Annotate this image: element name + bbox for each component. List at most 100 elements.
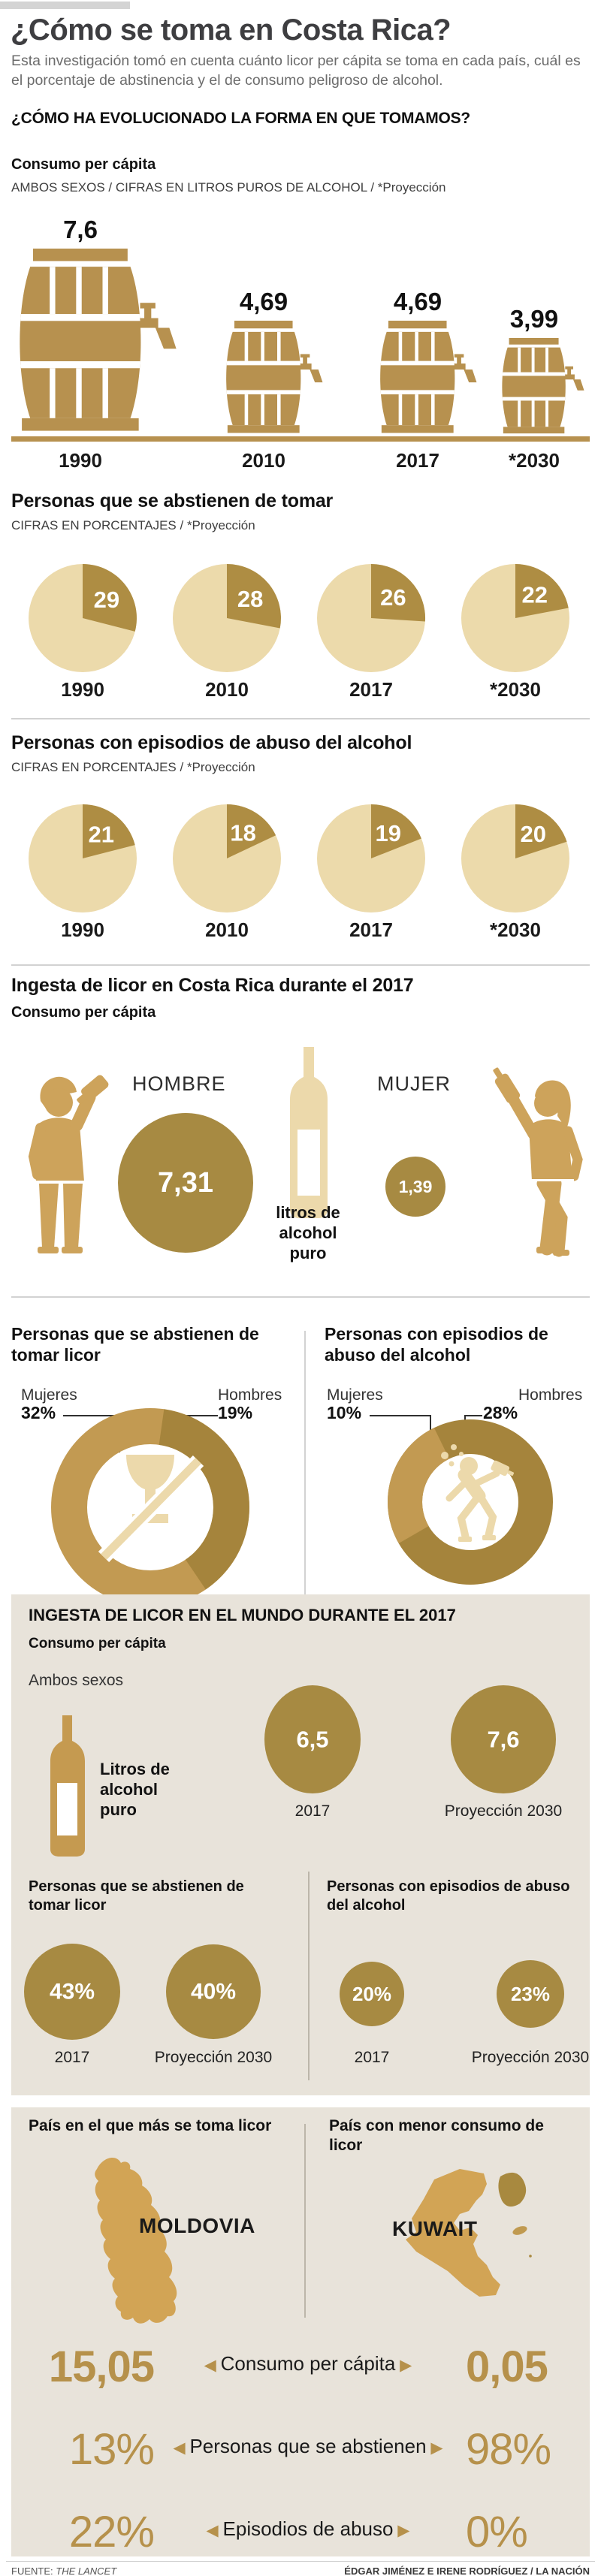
pie-year: 1990 [61, 918, 104, 941]
split-percent-value: 10% [327, 1403, 362, 1422]
pie-chart: 18 [173, 804, 281, 912]
world-unit-label: Litros de alcohol puro [100, 1760, 170, 1819]
barrel-value: 4,69 [393, 288, 442, 315]
barrel-year: *2030 [509, 449, 560, 472]
section-divider [11, 964, 590, 966]
svg-text:19: 19 [375, 820, 400, 846]
source-name: THE LANCET [56, 2565, 117, 2576]
barrel-icon [380, 321, 477, 433]
top-bar [0, 2, 130, 9]
barrel-year: 2017 [396, 449, 439, 472]
world-2030-bubble: 7,6 [451, 1685, 556, 1793]
left-triangle-icon: ◀ [204, 2357, 221, 2374]
mundo-heading: INGESTA DE LICOR EN EL MUNDO DURANTE EL … [29, 1606, 456, 1624]
world-bubble-label: 2017 [354, 2049, 390, 2066]
pie-chart: 26 [317, 564, 426, 672]
world-left-heading: Personas que se abstienen de tomar licor [29, 1878, 244, 1914]
stat-right-value: 0% [466, 2508, 528, 2556]
svg-text:22: 22 [521, 581, 547, 608]
world-2017-bubble: 6,5 [264, 1685, 361, 1793]
stat-left-value: 15,05 [48, 2342, 155, 2391]
split-percent-value: 32% [21, 1403, 56, 1422]
leader-line [464, 1415, 482, 1416]
ambos-sexos-label: Ambos sexos [29, 1672, 124, 1689]
pie-year: 2010 [205, 678, 249, 701]
world-bubble-label: Proyección 2030 [471, 2049, 590, 2066]
cr-split-right-heading: Personas con episodios de abuso del alco… [325, 1324, 548, 1365]
cr-unit-label: litros de alcohol puro [276, 1203, 340, 1262]
leader-line [63, 1415, 120, 1416]
world-bubble-label: Proyección 2030 [154, 2049, 273, 2066]
world-abstain-2017-bubble: 43% [24, 1944, 120, 2040]
stat-row-label: ◀ Episodios de abuso ▶ [162, 2517, 455, 2541]
moldova-label: MOLDOVIA [139, 2214, 255, 2237]
page-title: ¿Cómo se toma en Costa Rica? [11, 14, 452, 47]
stat-label-text: Personas que se abstienen [189, 2435, 427, 2457]
split-percent-value: 19% [218, 1403, 253, 1422]
pie-chart: 28 [173, 564, 281, 672]
pie-year: 2017 [349, 678, 393, 701]
svg-text:28: 28 [237, 586, 263, 612]
moldova-map [95, 2158, 177, 2324]
svg-text:43%: 43% [50, 1980, 95, 2004]
section-divider [11, 1296, 590, 1298]
abstinence-donut-chart [51, 1408, 249, 1606]
author-credit: ÉDGAR JIMÉNEZ E IRENE RODRÍGUEZ / LA NAC… [344, 2565, 590, 2576]
stumbling-person-icon [441, 1444, 515, 1542]
mujer-label: MUJER [377, 1072, 451, 1095]
kuwait-map [406, 2169, 532, 2297]
world-bubble-label: Proyección 2030 [444, 1802, 563, 1820]
pie-year: 2010 [205, 918, 249, 941]
svg-text:20%: 20% [352, 1983, 391, 2005]
section-divider [11, 718, 590, 719]
svg-text:7,6: 7,6 [487, 1727, 519, 1753]
stat-row-label: ◀ Personas que se abstienen ▶ [162, 2435, 455, 2458]
pie-chart: 20 [461, 804, 569, 912]
wine-glass-crossed-icon [98, 1455, 204, 1563]
stat-row-label: ◀ Consumo per cápita ▶ [162, 2352, 455, 2375]
countries-column-divider [304, 2124, 306, 2318]
barrel-year: 1990 [59, 449, 102, 472]
world-bubble-label: 2017 [54, 2049, 90, 2066]
consumo-heading: Consumo per cápita [11, 156, 156, 173]
leader-line [370, 1415, 431, 1416]
pie-year: *2030 [490, 918, 541, 941]
world-right-heading: Personas con episodios de abuso del alco… [327, 1878, 570, 1914]
abstienen-subheading: CIFRAS EN PORCENTAJES / *Proyección [11, 518, 255, 532]
paises-left-heading: País en el que más se toma licor [29, 2117, 272, 2134]
right-triangle-icon: ▶ [426, 2439, 443, 2457]
barrel-icon [20, 249, 177, 431]
svg-text:6,5: 6,5 [296, 1727, 328, 1753]
right-triangle-icon: ▶ [395, 2357, 412, 2374]
stat-right-value: 98% [466, 2425, 551, 2474]
barrel-year: 2010 [242, 449, 285, 472]
split-gender-label: Mujeres [21, 1386, 77, 1404]
split-percent-value: 28% [483, 1403, 518, 1422]
svg-text:7,31: 7,31 [158, 1167, 213, 1199]
split-gender-label: Mujeres [327, 1386, 383, 1404]
barrel-value: 4,69 [239, 288, 288, 315]
barrel-icon [226, 321, 323, 433]
paises-right-heading: País con menor consumo de licor [329, 2117, 544, 2154]
kuwait-label: KUWAIT [392, 2217, 478, 2240]
svg-text:18: 18 [230, 820, 255, 846]
woman-drinking-icon [493, 1067, 583, 1257]
pie-year: 1990 [61, 678, 104, 701]
right-triangle-icon: ▶ [393, 2522, 410, 2539]
bottle-icon [50, 1715, 85, 1857]
kicker-heading: ¿CÓMO HA EVOLUCIONADO LA FORMA EN QUE TO… [11, 110, 471, 127]
cr2017-subheading: Consumo per cápita [11, 1004, 156, 1021]
stat-left-value: 13% [68, 2425, 155, 2474]
world-abuse-2030-bubble: 23% [497, 1960, 564, 2028]
split-gender-label: Hombres [218, 1386, 282, 1404]
stat-label-text: Consumo per cápita [220, 2352, 396, 2375]
abuso-heading: Personas con episodios de abuso del alco… [11, 732, 412, 753]
barrel-value: 7,6 [63, 216, 98, 243]
world-column-divider [308, 1872, 310, 2080]
abuse-donut-chart [388, 1419, 553, 1585]
barrel-icon [502, 338, 584, 434]
bottle-icon [290, 1047, 328, 1218]
consumo-subheading: AMBOS SEXOS / CIFRAS EN LITROS PUROS DE … [11, 180, 446, 195]
pie-chart: 19 [317, 804, 425, 912]
